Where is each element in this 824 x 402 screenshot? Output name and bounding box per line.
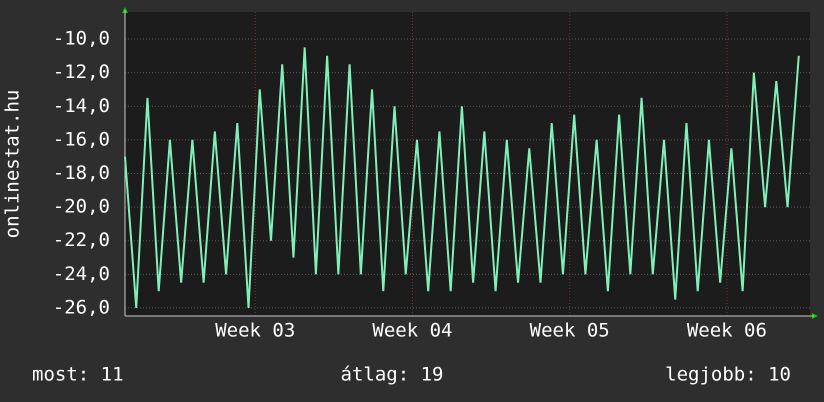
y-tick-label: -24,0 [53,263,110,285]
x-tick-label: Week 03 [215,320,295,342]
y-tick-label: -14,0 [53,95,110,117]
y-tick-label: -26,0 [53,296,110,318]
y-tick-label: -18,0 [53,162,110,184]
y-tick-label: -22,0 [53,229,110,251]
y-axis-label: onlinestat.hu [2,90,24,239]
y-tick-label: -16,0 [53,128,110,150]
stat: most: 11 [32,364,124,386]
y-tick-label: -12,0 [53,61,110,83]
stat: legjobb: 10 [665,364,791,386]
x-tick-label: Week 04 [372,320,452,342]
data-line [124,47,800,309]
x-tick-label: Week 05 [530,320,610,342]
axis-arrow [812,313,818,319]
y-tick-label: -20,0 [53,196,110,218]
stat: átlag: 19 [341,364,444,386]
x-tick-label: Week 06 [687,320,767,342]
y-tick-label: -10,0 [53,28,110,50]
